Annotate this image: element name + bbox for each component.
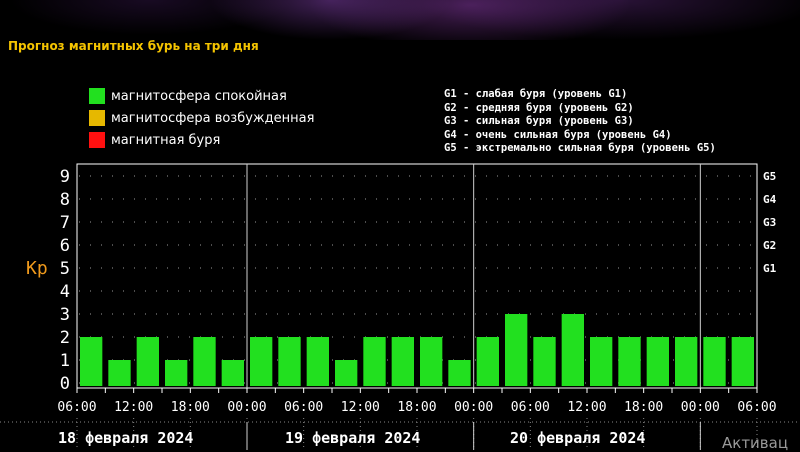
legend-swatch-storm bbox=[89, 132, 105, 148]
kp-bar bbox=[80, 337, 103, 386]
kp-bar bbox=[533, 337, 556, 386]
y-tick-label: 2 bbox=[60, 328, 70, 348]
glevel-g1: G1 - слабая буря (уровень G1) bbox=[444, 88, 628, 100]
storm-level-legend: G1 - слабая буря (уровень G1) G2 - средн… bbox=[444, 88, 716, 156]
day-label: 18 февраля 2024 bbox=[58, 429, 193, 447]
watermark-text: Активац bbox=[722, 434, 789, 452]
time-tick-label: 12:00 bbox=[341, 400, 380, 415]
kp-bar bbox=[391, 337, 414, 386]
glevel-g5: G5 - экстремально сильная буря (уровень … bbox=[444, 142, 716, 154]
g-level-tick: G4 bbox=[763, 193, 777, 206]
legend-swatch-excited bbox=[89, 110, 105, 126]
kp-bar bbox=[703, 337, 726, 386]
page-title: Прогноз магнитных бурь на три дня bbox=[8, 39, 259, 53]
time-tick-label: 18:00 bbox=[397, 400, 436, 415]
plot-frame bbox=[76, 163, 758, 389]
kp-bar bbox=[278, 337, 301, 386]
kp-bar bbox=[335, 360, 358, 386]
legend-item-calm: магнитосфера спокойная bbox=[89, 87, 287, 105]
time-tick-label: 12:00 bbox=[567, 400, 606, 415]
kp-bar bbox=[731, 337, 754, 386]
legend-label-storm: магнитная буря bbox=[111, 132, 221, 148]
kp-bar bbox=[448, 360, 471, 386]
kp-bar bbox=[363, 337, 386, 386]
y-axis-label: Kp bbox=[26, 258, 48, 279]
kp-bar bbox=[306, 337, 329, 386]
time-tick-label: 18:00 bbox=[171, 400, 210, 415]
time-tick-label: 06:00 bbox=[57, 400, 96, 415]
kp-bar bbox=[108, 360, 131, 386]
y-tick-label: 1 bbox=[60, 351, 70, 371]
kp-bar bbox=[476, 337, 499, 386]
y-tick-label: 3 bbox=[60, 305, 70, 325]
legend-item-storm: магнитная буря bbox=[89, 131, 220, 149]
g-level-tick: G2 bbox=[763, 239, 776, 252]
kp-bar bbox=[193, 337, 216, 386]
g-level-tick: G1 bbox=[763, 262, 777, 275]
day-label: 20 февраля 2024 bbox=[510, 429, 645, 447]
time-tick-label: 06:00 bbox=[511, 400, 550, 415]
g-level-tick: G5 bbox=[763, 170, 776, 183]
kp-bar bbox=[221, 360, 244, 386]
kp-bar bbox=[590, 337, 613, 386]
y-tick-label: 0 bbox=[60, 374, 70, 394]
kp-bar bbox=[165, 360, 188, 386]
time-tick-label: 00:00 bbox=[681, 400, 720, 415]
kp-bar bbox=[136, 337, 159, 386]
y-tick-label: 7 bbox=[60, 213, 70, 233]
aurora-background bbox=[0, 0, 800, 40]
kp-bar bbox=[646, 337, 669, 386]
time-tick-label: 00:00 bbox=[454, 400, 493, 415]
glevel-g2: G2 - средняя буря (уровень G2) bbox=[444, 101, 634, 114]
g-level-tick: G3 bbox=[763, 216, 776, 229]
kp-bar bbox=[675, 337, 698, 386]
time-tick-label: 06:00 bbox=[737, 400, 776, 415]
legend-item-excited: магнитосфера возбужденная bbox=[89, 109, 314, 127]
legend-label-excited: магнитосфера возбужденная bbox=[111, 110, 315, 126]
legend-label-calm: магнитосфера спокойная bbox=[111, 88, 287, 104]
day-label: 19 февраля 2024 bbox=[285, 429, 420, 447]
legend-swatch-calm bbox=[89, 88, 105, 104]
time-tick-label: 06:00 bbox=[284, 400, 323, 415]
kp-bar bbox=[420, 337, 443, 386]
time-tick-label: 00:00 bbox=[227, 400, 266, 415]
time-tick-label: 18:00 bbox=[624, 400, 663, 415]
y-tick-label: 6 bbox=[60, 236, 70, 256]
time-tick-label: 12:00 bbox=[114, 400, 153, 415]
kp-bar bbox=[250, 337, 273, 386]
glevel-g3: G3 - сильная буря (уровень G3) bbox=[444, 115, 634, 127]
glevel-g4: G4 - очень сильная буря (уровень G4) bbox=[444, 128, 672, 141]
kp-bar bbox=[505, 314, 528, 386]
y-tick-label: 9 bbox=[60, 167, 70, 187]
y-tick-label: 4 bbox=[60, 282, 70, 302]
kp-bar bbox=[561, 314, 584, 386]
y-tick-label: 5 bbox=[60, 259, 70, 279]
kp-bar bbox=[618, 337, 641, 386]
y-tick-label: 8 bbox=[60, 190, 70, 210]
